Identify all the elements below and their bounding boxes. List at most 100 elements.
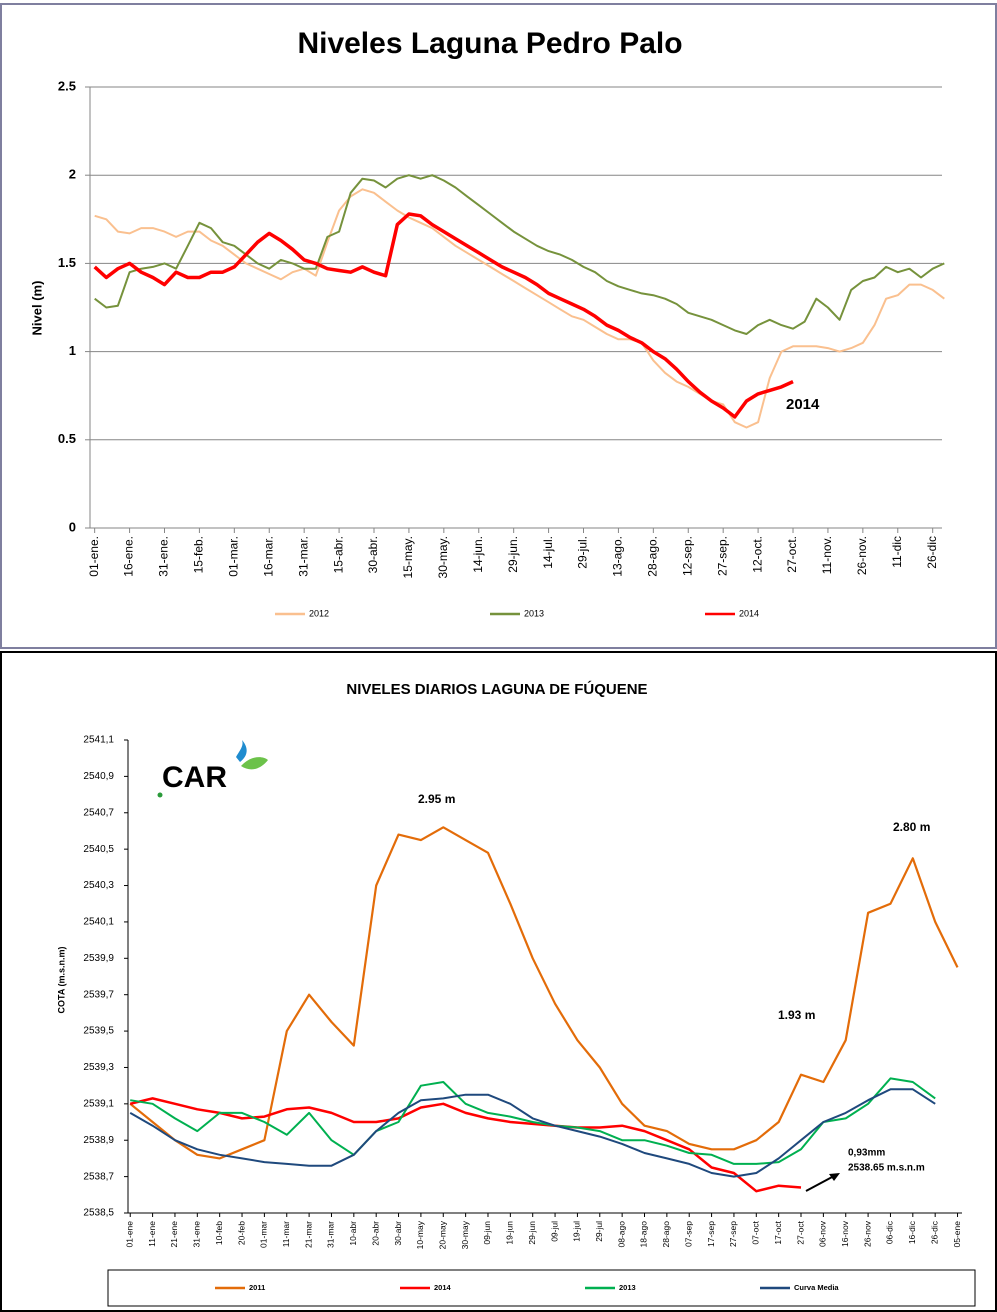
x-tick-label: 01-ene (124, 1221, 134, 1248)
panel-2 (0, 651, 997, 1312)
x-tick-label: 01-mar. (226, 536, 240, 577)
x-tick-label: 28-ago (661, 1221, 671, 1248)
x-tick-label: 11-nov. (820, 536, 834, 574)
series-line (94, 188, 945, 429)
x-tick-label: 29-jul. (576, 536, 590, 569)
x-tick-label: 12-oct. (750, 536, 764, 573)
x-tick-label: 16-mar. (261, 536, 275, 577)
legend-label: Curva Media (794, 1283, 839, 1292)
x-tick-label: 30-may (460, 1220, 470, 1249)
x-tick-label: 29-jul (594, 1221, 604, 1242)
x-tick-label: 11-mar (281, 1221, 291, 1247)
x-tick-label: 07-oct (751, 1220, 761, 1244)
y-tick-label: 2540,5 (83, 844, 114, 855)
x-tick-label: 20-may (438, 1220, 448, 1249)
y-tick-label: 0 (69, 519, 76, 534)
series-line (129, 826, 959, 1160)
x-tick-label: 26-dic (925, 536, 939, 569)
y-tick-label: 2539,5 (83, 1026, 114, 1037)
y-tick-label: 2540,9 (83, 771, 114, 782)
y-tick-label: 2539,9 (83, 953, 114, 964)
x-tick-label: 16-nov (840, 1220, 850, 1247)
y-tick-label: 2540,3 (83, 880, 114, 891)
x-tick-label: 05-ene (952, 1221, 962, 1248)
x-tick-label: 27-oct. (785, 536, 799, 573)
x-tick-label: 26-dic (929, 1220, 939, 1244)
x-tick-label: 27-oct (795, 1220, 805, 1244)
arrow-head (829, 1173, 840, 1181)
x-tick-label: 16-dic (907, 1220, 917, 1244)
series-line (93, 212, 794, 419)
y-tick-label: 2539,7 (83, 989, 114, 1000)
x-tick-label: 17-oct (773, 1220, 783, 1244)
x-tick-label: 19-jun (505, 1221, 515, 1245)
x-tick-label: 29-jun (527, 1221, 537, 1245)
chart-title: NIVELES DIARIOS LAGUNA DE FÚQUENE (346, 680, 647, 698)
chart-title: Niveles Laguna Pedro Palo (297, 27, 682, 60)
series-line (129, 1088, 936, 1178)
x-tick-label: 17-sep (706, 1221, 716, 1247)
x-tick-label: 15-feb. (192, 536, 206, 573)
x-tick-label: 28-ago. (646, 536, 660, 577)
logo-drop (236, 740, 247, 762)
series-line (129, 1097, 802, 1193)
series-line (94, 174, 945, 335)
x-tick-label: 09-jun (482, 1221, 492, 1245)
x-tick-label: 18-ago (639, 1221, 649, 1248)
annotation: 2.80 m (893, 820, 930, 834)
legend-label: 2012 (309, 608, 329, 618)
x-tick-label: 21-mar (303, 1221, 313, 1248)
annotation: 2538.65 m.s.n.m (848, 1163, 925, 1174)
x-tick-label: 20-abr (370, 1221, 380, 1246)
x-tick-label: 21-ene (169, 1221, 179, 1248)
logo: CAR (162, 761, 227, 794)
annotation: 2014 (786, 396, 820, 413)
x-tick-label: 29-jun. (506, 536, 520, 573)
y-tick-label: 2.5 (58, 78, 76, 93)
y-tick-label: 2538,5 (83, 1208, 114, 1219)
y-tick-label: 2540,1 (83, 917, 114, 928)
annotation: 1.93 m (778, 1008, 815, 1022)
x-tick-label: 15-may. (401, 536, 415, 578)
x-tick-label: 10-abr (348, 1221, 358, 1246)
x-tick-label: 31-ene. (157, 536, 171, 577)
x-tick-label: 16-ene. (122, 536, 136, 577)
x-tick-label: 10-may (415, 1220, 425, 1249)
y-tick-label: 2539,3 (83, 1062, 114, 1073)
legend-box (107, 1269, 976, 1307)
x-tick-label: 01-mar (259, 1221, 269, 1248)
x-tick-label: 11-dic (890, 536, 904, 568)
x-tick-label: 27-sep (728, 1221, 738, 1247)
legend-label: 2011 (249, 1283, 265, 1292)
panel-1 (0, 3, 997, 649)
x-tick-label: 31-mar. (296, 536, 310, 577)
annotation: 0,93mm (848, 1148, 885, 1159)
y-axis-label: COTA (m.s.n.m) (56, 946, 66, 1013)
x-tick-label: 15-abr. (331, 536, 345, 573)
logo-dot (157, 792, 163, 798)
y-axis-label: Nivel (m) (29, 281, 44, 336)
x-tick-label: 06-nov (818, 1220, 828, 1247)
legend-label: 2013 (524, 608, 544, 618)
arrow (805, 1175, 835, 1192)
y-tick-label: 2541,1 (83, 735, 114, 746)
x-tick-label: 09-jul (549, 1221, 559, 1242)
annotation: 2.95 m (418, 792, 455, 806)
x-tick-label: 13-ago. (611, 536, 625, 577)
x-tick-label: 12-sep. (680, 536, 694, 576)
legend-label: 2014 (739, 608, 759, 618)
y-tick-label: 1.5 (58, 255, 76, 270)
x-tick-label: 27-sep. (715, 536, 729, 576)
x-tick-label: 01-ene. (87, 536, 101, 577)
x-tick-label: 08-ago (616, 1221, 626, 1248)
legend-label: 2014 (434, 1283, 452, 1292)
x-tick-label: 10-feb (214, 1221, 224, 1245)
y-tick-label: 1 (69, 343, 76, 358)
x-tick-label: 19-jul (572, 1221, 582, 1242)
x-tick-label: 31-ene (192, 1221, 202, 1248)
logo-leaf (241, 757, 268, 770)
x-tick-label: 14-jun. (471, 536, 485, 573)
x-tick-label: 14-jul. (541, 536, 555, 569)
